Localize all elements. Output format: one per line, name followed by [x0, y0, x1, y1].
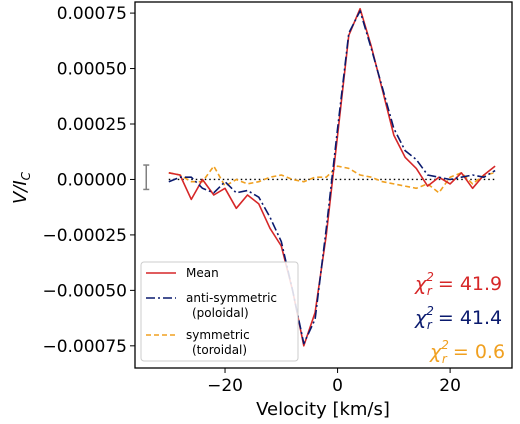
legend-label-symmetric: symmetric [186, 328, 250, 342]
y-axis-label: V/IC [10, 171, 33, 204]
x-tick-label: −20 [207, 376, 243, 396]
x-tick-label: 20 [439, 376, 461, 396]
y-tick-label: 0.00050 [57, 60, 127, 80]
legend: Mean anti-symmetric (poloidal) symmetric… [140, 261, 299, 362]
error-bar [143, 164, 150, 191]
y-tick-label: 0.00000 [57, 170, 127, 190]
svg-text:V/IC: V/IC [10, 171, 33, 204]
series-lines [168, 7, 496, 347]
chi-square-annotations: χ2 r = 41.9 χ2 r = 41.4 χ2 r = 0.6 [414, 270, 505, 366]
y-tick-label: 0.00075 [57, 4, 127, 24]
y-axis-label-main: V/I [10, 180, 31, 204]
legend-label-anti-symmetric: anti-symmetric [186, 291, 277, 305]
axis-ticks: 0.00075 0.00050 0.00025 0.00000 −0.00025 −0.0… [42, 4, 460, 396]
chi2-anti-symmetric: χ2 r = 41.4 [414, 304, 502, 332]
x-tick-label: 0 [332, 376, 343, 396]
legend-label-mean: Mean [186, 266, 219, 280]
y-tick-label: −0.00075 [42, 337, 127, 357]
y-tick-label: −0.00025 [42, 226, 127, 246]
legend-box [140, 261, 299, 362]
y-tick-label: −0.00050 [42, 281, 127, 301]
y-axis-label-sub: C [19, 171, 33, 180]
x-axis-label: Velocity [km/s] [256, 399, 390, 420]
chi2-symmetric: χ2 r = 0.6 [429, 338, 505, 366]
legend-label-toroidal: (toroidal) [192, 343, 247, 357]
series-line-anti-symmetric [168, 10, 496, 345]
chi2-mean: χ2 r = 41.9 [414, 270, 502, 298]
plot-frame [134, 1, 513, 369]
legend-label-poloidal: (poloidal) [192, 306, 249, 320]
y-tick-label: 0.00025 [57, 115, 127, 135]
